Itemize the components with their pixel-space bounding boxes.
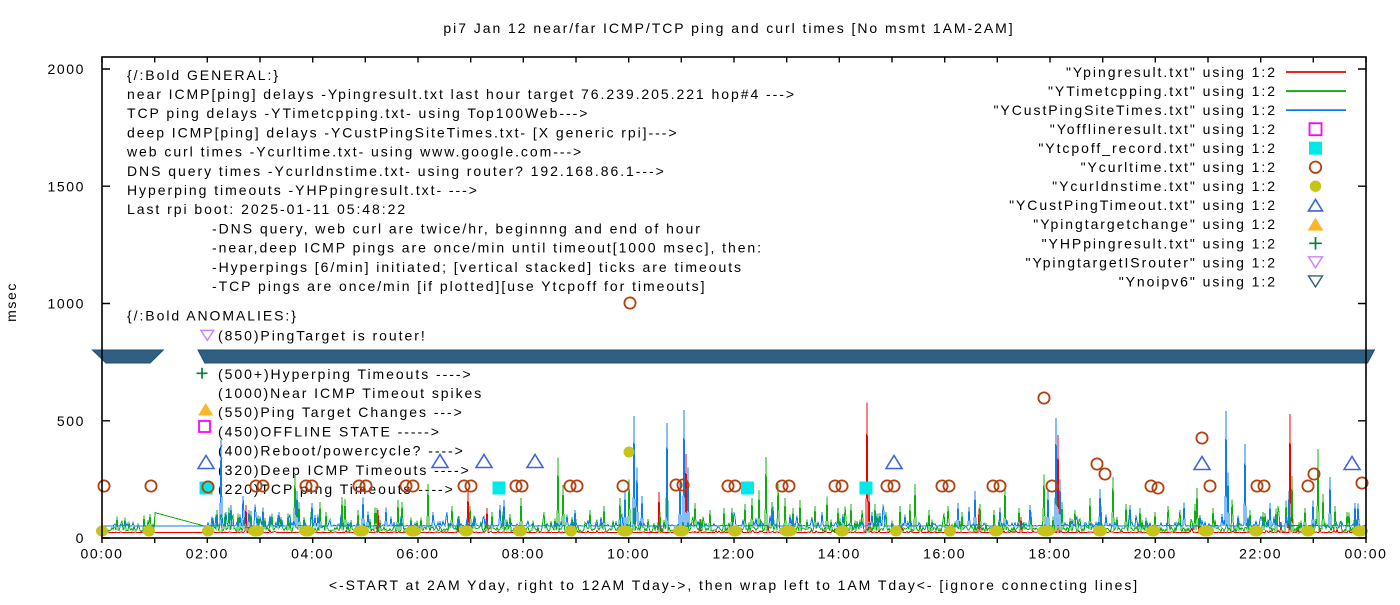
svg-text:2000: 2000: [47, 61, 85, 77]
svg-text:(320)Deep ICMP Timeouts ---->: (320)Deep ICMP Timeouts ---->: [218, 462, 471, 478]
svg-text:1000: 1000: [47, 296, 85, 312]
svg-text:<-START at 2AM Yday, right to: <-START at 2AM Yday, right to 12AM Tday-…: [329, 577, 1139, 593]
svg-text:"Ypingresult.txt" using 1:2: "Ypingresult.txt" using 1:2: [1066, 64, 1277, 80]
svg-text:web curl times -Ycurltime.txt-: web curl times -Ycurltime.txt- using www…: [126, 144, 583, 160]
svg-text:10:00: 10:00: [607, 546, 650, 562]
svg-text:{/:Bold GENERAL:}: {/:Bold GENERAL:}: [127, 67, 280, 83]
svg-text:00:00: 00:00: [1344, 546, 1387, 562]
svg-text:00:00: 00:00: [80, 546, 123, 562]
svg-text:-TCP pings are once/min [if pl: -TCP pings are once/min [if plotted][use…: [212, 278, 706, 294]
svg-text:"YpingtargetISrouter" using 1:: "YpingtargetISrouter" using 1:2: [1026, 254, 1277, 270]
svg-text:(450)OFFLINE STATE ----->: (450)OFFLINE STATE ----->: [218, 423, 441, 439]
svg-text:04:00: 04:00: [291, 546, 334, 562]
svg-text:{/:Bold ANOMALIES:}: {/:Bold ANOMALIES:}: [127, 308, 298, 324]
svg-text:"YHPpingresult.txt" using 1:2: "YHPpingresult.txt" using 1:2: [1042, 235, 1277, 251]
svg-text:20:00: 20:00: [1134, 546, 1177, 562]
svg-text:1500: 1500: [47, 178, 85, 194]
svg-text:02:00: 02:00: [186, 546, 229, 562]
svg-text:-near,deep ICMP pings are once: -near,deep ICMP pings are once/min until…: [212, 240, 763, 256]
svg-text:"YCustPingTimeout.txt" using 1: "YCustPingTimeout.txt" using 1:2: [1009, 197, 1277, 213]
svg-text:"Ycurltime.txt" using 1:2: "Ycurltime.txt" using 1:2: [1081, 159, 1277, 175]
svg-text:"YTimetcpping.txt" using 1:2: "YTimetcpping.txt" using 1:2: [1048, 83, 1277, 99]
svg-text:08:00: 08:00: [502, 546, 545, 562]
svg-text:14:00: 14:00: [818, 546, 861, 562]
svg-text:deep ICMP[ping] delays -YCustP: deep ICMP[ping] delays -YCustPingSiteTim…: [127, 124, 678, 140]
svg-text:"YCustPingSiteTimes.txt" using: "YCustPingSiteTimes.txt" using 1:2: [994, 102, 1277, 118]
svg-text:22:00: 22:00: [1239, 546, 1282, 562]
svg-text:(400)Reboot/powercycle? ---->: (400)Reboot/powercycle? ---->: [218, 443, 465, 459]
svg-text:Last rpi boot: 2025-01-11 05:4: Last rpi boot: 2025-01-11 05:48:22: [127, 201, 407, 217]
svg-text:-Hyperpings [6/min] initiated;: -Hyperpings [6/min] initiated; [vertical…: [212, 259, 743, 275]
svg-text:"Yofflineresult.txt" using 1:2: "Yofflineresult.txt" using 1:2: [1050, 121, 1277, 137]
svg-text:(550)Ping Target Changes --->: (550)Ping Target Changes --->: [218, 404, 464, 420]
svg-text:near ICMP[ping] delays -Ypingr: near ICMP[ping] delays -Ypingresult.txt …: [127, 86, 796, 102]
svg-text:Hyperping timeouts -YHPpingres: Hyperping timeouts -YHPpingresult.txt- -…: [127, 182, 479, 198]
svg-text:DNS query times -Ycurldnstime.: DNS query times -Ycurldnstime.txt- using…: [127, 163, 666, 179]
svg-text:(1000)Near ICMP Timeout spikes: (1000)Near ICMP Timeout spikes: [218, 385, 483, 401]
svg-text:pi7 Jan 12 near/far ICMP/TCP: pi7 Jan 12 near/far ICMP/TCP ping and cu…: [443, 20, 1014, 36]
svg-text:"Ycurldnstime.txt" using 1:2: "Ycurldnstime.txt" using 1:2: [1052, 178, 1277, 194]
svg-text:"Ytcpoff_record.txt" using 1:2: "Ytcpoff_record.txt" using 1:2: [1038, 140, 1277, 156]
svg-text:(220)TCP ping Timeouts ---->: (220)TCP ping Timeouts ---->: [218, 481, 455, 497]
svg-text:msec: msec: [3, 282, 19, 322]
svg-text:TCP ping delays -YTimetcpping.: TCP ping delays -YTimetcpping.txt- using…: [127, 105, 589, 121]
svg-text:12:00: 12:00: [712, 546, 755, 562]
svg-text:18:00: 18:00: [1028, 546, 1071, 562]
svg-text:06:00: 06:00: [396, 546, 439, 562]
svg-text:"Ypingtargetchange" using 1:2: "Ypingtargetchange" using 1:2: [1033, 216, 1277, 232]
svg-text:0: 0: [76, 530, 85, 546]
svg-text:(500+)Hyperping Timeouts ---->: (500+)Hyperping Timeouts ---->: [218, 366, 473, 382]
svg-text:"Ynoipv6" using 1:2: "Ynoipv6" using 1:2: [1119, 273, 1277, 289]
svg-text:(850)PingTarget is router!: (850)PingTarget is router!: [218, 327, 427, 343]
svg-text:500: 500: [57, 413, 85, 429]
svg-text:16:00: 16:00: [923, 546, 966, 562]
svg-text:-DNS query, web curl are twice: -DNS query, web curl are twice/hr, begin…: [212, 220, 702, 236]
